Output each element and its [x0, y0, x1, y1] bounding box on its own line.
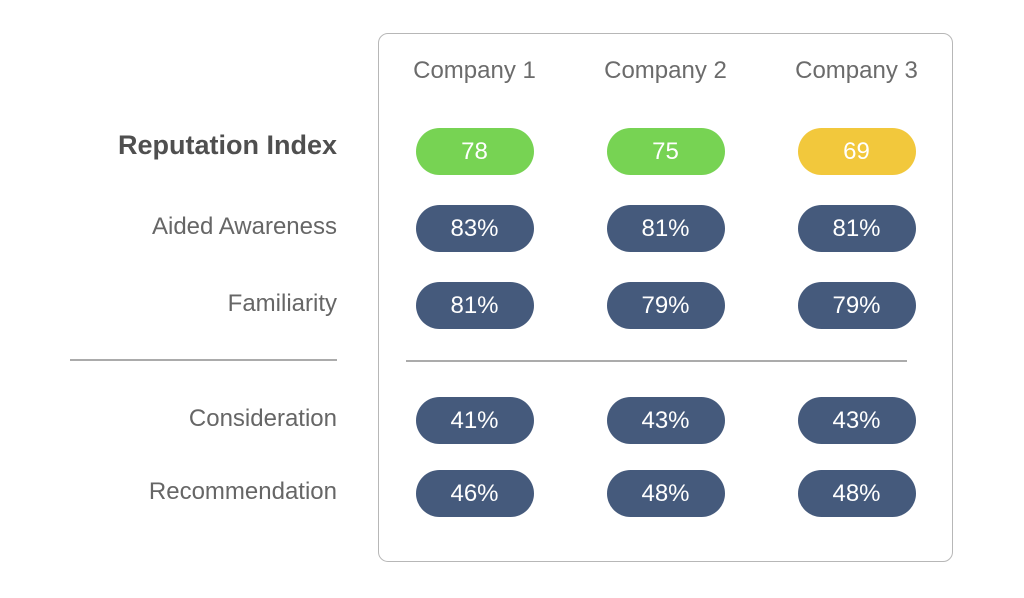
badge-aided-awareness-company1: 83%	[415, 205, 534, 252]
badge-reputation-company3: 69	[797, 128, 916, 175]
row-label-familiarity: Familiarity	[227, 290, 337, 317]
badge-consideration-company1: 41%	[415, 397, 534, 444]
column-header-row: Company 1 Company 2 Company 3	[379, 55, 952, 87]
badge-aided-awareness-company3: 81%	[797, 205, 916, 252]
badge-recommendation-company2: 48%	[606, 470, 725, 517]
badge-reputation-company1: 78	[415, 128, 534, 175]
badge-reputation-company2: 75	[606, 128, 725, 175]
badge-familiarity-company2: 79%	[606, 282, 725, 329]
badge-recommendation-company3: 48%	[797, 470, 916, 517]
row-aided-awareness: 83% 81% 81%	[379, 205, 952, 252]
row-familiarity: 81% 79% 79%	[379, 282, 952, 329]
column-header-company2: Company 2	[604, 57, 727, 84]
label-group-divider	[70, 359, 337, 361]
column-header-company1: Company 1	[413, 57, 536, 84]
row-recommendation: 46% 48% 48%	[379, 470, 952, 517]
row-consideration: 41% 43% 43%	[379, 397, 952, 444]
row-label-aided-awareness: Aided Awareness	[151, 213, 337, 240]
badge-aided-awareness-company2: 81%	[606, 205, 725, 252]
row-label-column: Reputation Index Aided Awareness Familia…	[0, 0, 337, 598]
badge-familiarity-company1: 81%	[415, 282, 534, 329]
badge-recommendation-company1: 46%	[415, 470, 534, 517]
scorecard-card: Company 1 Company 2 Company 3 78 75 69 8…	[378, 33, 953, 562]
row-label-consideration: Consideration	[188, 405, 337, 432]
column-header-company3: Company 3	[795, 57, 918, 84]
row-label-recommendation: Recommendation	[148, 478, 337, 505]
badge-familiarity-company3: 79%	[797, 282, 916, 329]
badge-consideration-company2: 43%	[606, 397, 725, 444]
row-label-reputation-index: Reputation Index	[117, 130, 337, 160]
card-group-divider	[406, 360, 907, 362]
row-reputation-index: 78 75 69	[379, 128, 952, 175]
badge-consideration-company3: 43%	[797, 397, 916, 444]
